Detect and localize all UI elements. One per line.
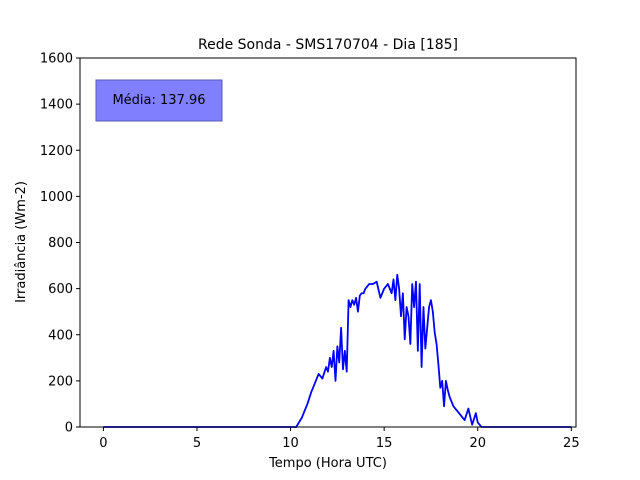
x-axis: 0 5 10 15 20 25 [99,427,580,451]
y-tick-label: 1400 [40,98,73,113]
mean-annotation-box [95,79,223,122]
y-axis: 0 200 400 600 800 1000 1200 1400 1600 [40,52,80,436]
mean-annotation-text: Média: 137.96 [112,93,205,108]
y-axis-label: Irradiância (Wm-2) [14,181,29,303]
y-tick-label: 800 [48,236,73,251]
chart-title: Rede Sonda - SMS170704 - Dia [185] [198,37,458,53]
x-axis-label: Tempo (Hora UTC) [268,456,387,471]
plot-area [103,273,572,428]
plot-frame [79,57,577,428]
irradiance-series-line [103,273,572,428]
y-tick-label: 1200 [40,144,73,159]
x-tick-label: 5 [193,436,201,451]
y-tick-label: 0 [65,421,73,436]
y-tick-label: 200 [48,374,73,389]
y-tick-label: 1000 [40,190,73,205]
y-tick-label: 1600 [40,52,73,67]
x-tick-label: 0 [99,436,107,451]
x-tick-label: 20 [469,436,486,451]
y-tick-label: 400 [48,328,73,343]
y-tick-label: 600 [48,282,73,297]
x-tick-label: 25 [563,436,580,451]
x-tick-label: 15 [376,436,393,451]
x-tick-label: 10 [282,436,299,451]
